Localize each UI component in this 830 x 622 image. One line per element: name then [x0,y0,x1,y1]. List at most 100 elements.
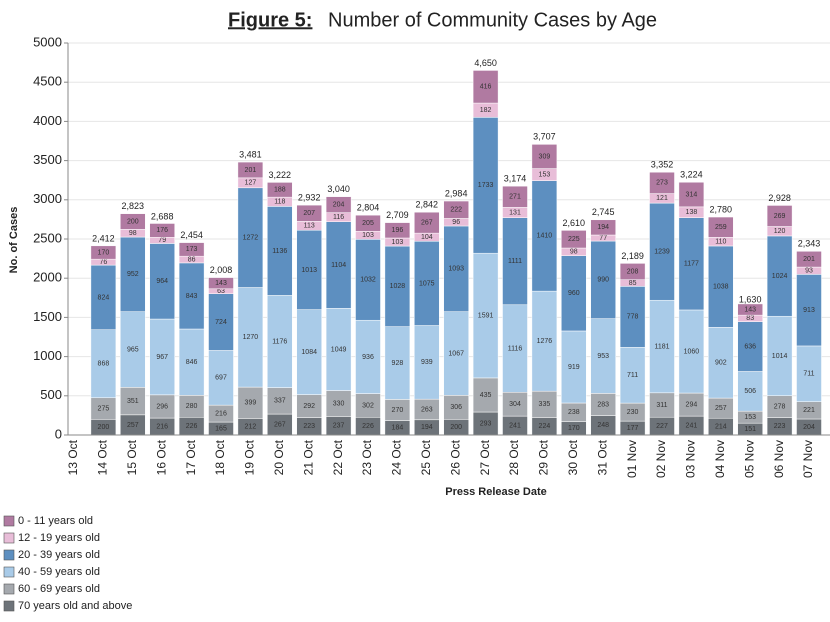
segment-label: 194 [597,224,609,231]
y-tick-label: 4000 [33,113,62,128]
bar-segment [502,185,528,208]
bar-segment [531,290,558,392]
bar-segment [472,252,499,379]
segment-label: 207 [303,210,315,217]
segment-label: 170 [98,249,110,256]
bar-segment [766,235,793,317]
total-label: 3,481 [239,149,262,159]
chart-subtitle: Number of Community Cases by Age [328,9,657,31]
segment-label: 296 [156,403,168,410]
segment-label: 928 [392,360,404,367]
segment-label: 226 [362,423,374,430]
segment-label: 965 [127,346,139,353]
segment-label: 273 [656,180,668,187]
chart-title: Figure 5: [228,9,312,31]
bar-segment [708,245,734,328]
bar-segment [178,242,205,257]
segment-label: 330 [333,400,345,407]
segment-label: 196 [392,227,404,234]
total-label: 2,984 [445,188,468,198]
bar-segment [531,390,558,418]
total-label: 2,932 [298,193,321,203]
segment-label: 919 [568,364,580,371]
total-label: 3,224 [680,170,703,180]
segment-label: 280 [186,403,198,410]
segment-label: 170 [568,425,580,432]
segment-label: 201 [803,256,815,263]
total-label: 3,352 [651,160,674,170]
segment-label: 225 [568,236,580,243]
total-label: 2,745 [592,207,615,217]
x-tick-label: 03 Nov [684,440,698,478]
bar-segment [619,347,646,404]
segment-label: 306 [450,404,462,411]
total-label: 1,630 [739,295,762,305]
segment-label: 1104 [331,262,346,269]
segment-label: 201 [245,167,257,174]
segment-label: 1270 [243,334,259,341]
x-tick-label: 07 Nov [801,440,815,478]
bar-segment [619,263,646,280]
bar-segment [384,222,411,239]
bar-segment [414,211,440,234]
segment-label: 116 [333,214,344,221]
segment-label: 846 [186,359,198,366]
segment-label: 1111 [508,258,522,265]
segment-label: 223 [303,423,315,430]
segment-label: 1177 [684,261,699,268]
segment-label: 127 [245,180,257,187]
segment-label: 435 [480,392,492,399]
bar-segment [649,392,675,418]
x-tick-label: 21 Oct [301,439,315,475]
bar-segment [766,205,793,227]
total-label: 2,928 [768,193,791,203]
segment-label: 1591 [478,312,494,319]
segment-label: 153 [539,171,551,178]
segment-label: 83 [746,315,754,322]
segment-label: 120 [774,228,786,235]
total-label: 2,454 [180,230,203,240]
y-tick-label: 1500 [33,309,62,324]
segment-label: 939 [421,359,433,366]
x-tick-label: 13 Oct [66,439,80,475]
segment-label: 93 [805,268,813,275]
bar-segment [708,216,734,238]
segment-label: 1093 [448,266,464,273]
bar-segment [678,309,705,394]
bar-segment [237,386,264,419]
segment-label: 77 [599,235,607,242]
segment-label: 188 [274,187,286,194]
segment-label: 103 [362,232,374,239]
segment-label: 1013 [301,267,317,274]
bar-segment [325,308,352,391]
bar-segment [443,200,469,219]
bar-segment [649,202,675,301]
segment-label: 1032 [360,277,376,284]
segment-label: 283 [597,401,609,408]
x-tick-label: 31 Oct [595,439,609,475]
segment-label: 311 [656,402,667,409]
y-tick-label: 3000 [33,191,62,206]
x-tick-label: 20 Oct [272,439,286,475]
segment-label: 259 [715,224,727,231]
total-label: 2,008 [210,265,233,275]
segment-label: 1028 [390,283,406,290]
segment-label: 304 [509,401,521,408]
bar-segment [737,303,763,316]
bar-segment [796,274,822,347]
segment-label: 335 [539,401,551,408]
bar-segment [149,243,175,320]
segment-label: 237 [333,423,345,430]
x-tick-label: 01 Nov [625,440,639,478]
bar-segment [443,311,469,396]
segment-label: 267 [421,219,433,226]
bar-segment [737,321,763,372]
segment-label: 241 [686,422,698,429]
bar-segment [355,214,381,232]
segment-label: 212 [245,424,257,431]
segment-label: 843 [186,293,198,300]
bar-segment [737,371,763,412]
x-tick-label: 02 Nov [654,440,668,478]
segment-label: 636 [744,343,756,350]
segment-label: 131 [509,209,521,216]
